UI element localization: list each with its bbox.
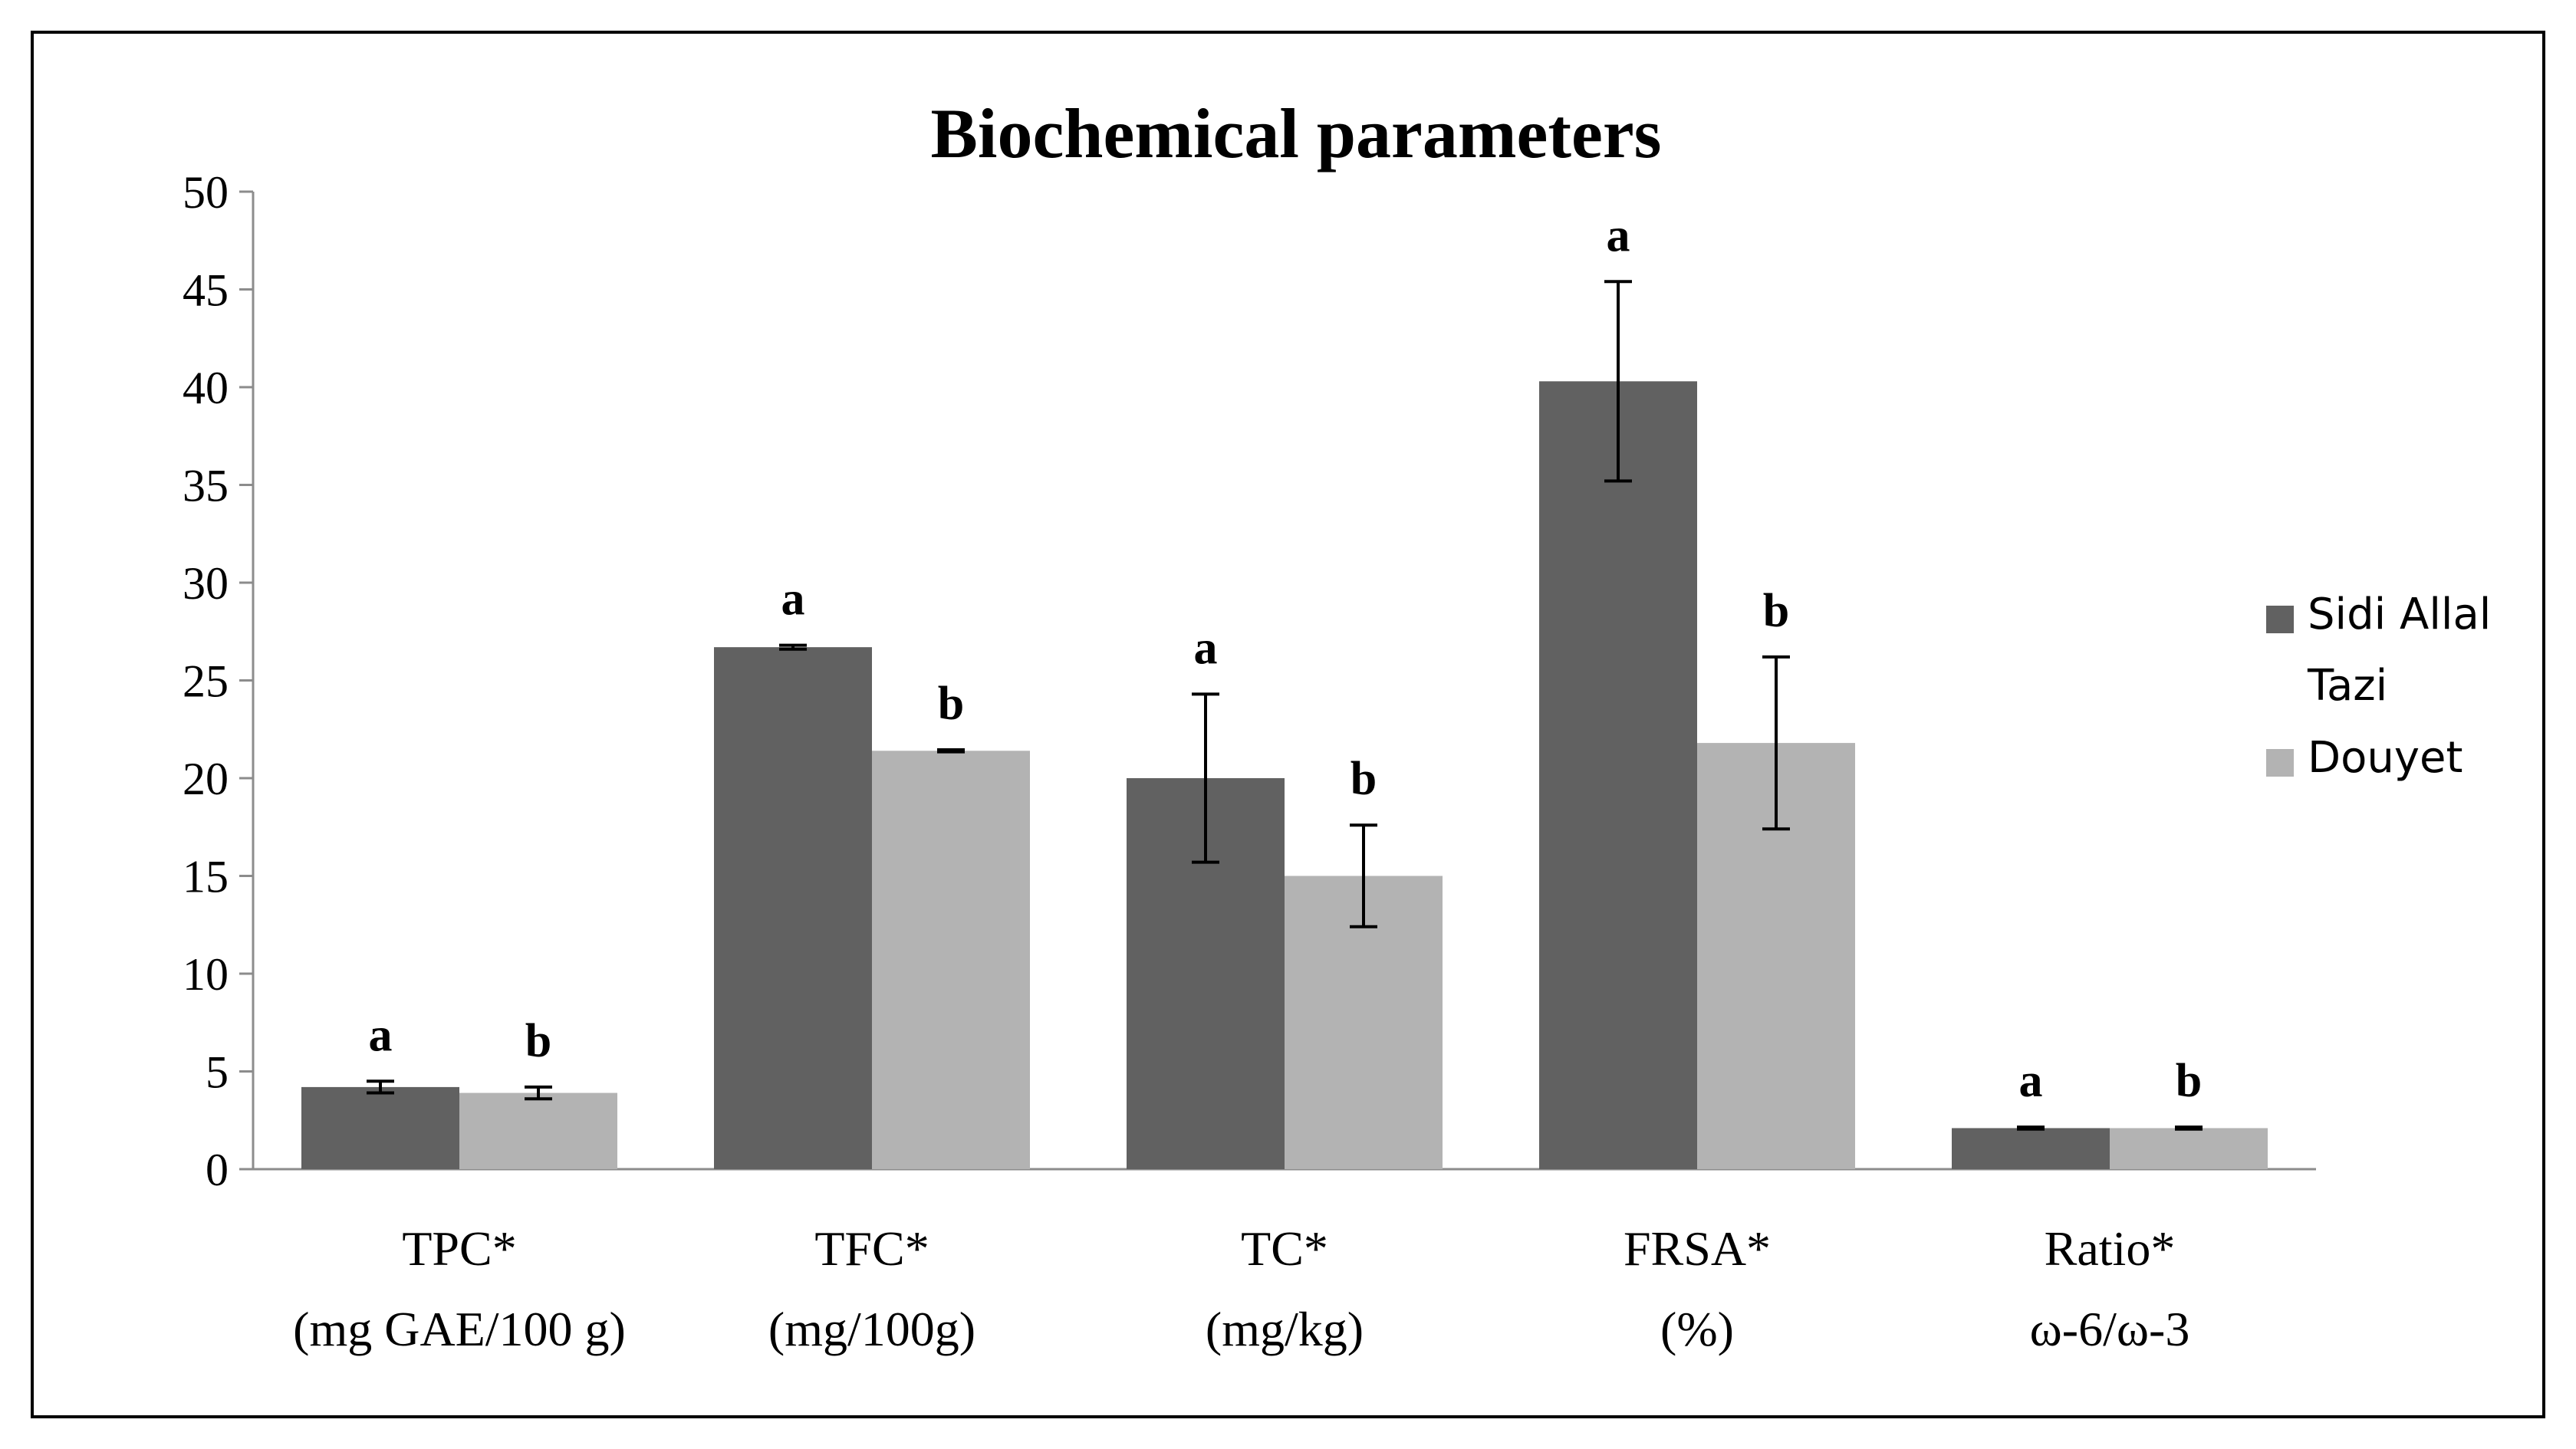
legend-swatch [2266,606,2294,633]
y-tick-label: 25 [183,656,229,707]
significance-letter: b [525,1015,551,1067]
x-tick-sublabel: (%) [1660,1302,1734,1356]
legend: Sidi Allal Tazi Douyet [2266,590,2491,783]
y-tick-label: 40 [183,363,229,413]
bar [1952,1128,2110,1169]
significance-letter: a [781,573,805,626]
chart-frame [31,31,2545,1418]
x-tick-sublabel: ω-6/ω-3 [2030,1302,2190,1356]
y-tick-label: 15 [183,852,229,902]
significance-letter: a [1607,209,1630,261]
significance-letter: b [1351,753,1377,805]
bars: a b a b a b a b a b [301,209,2268,1170]
significance-letter: a [2019,1055,2043,1107]
y-tick-label: 10 [183,949,229,1000]
x-tick-label: Ratio* [2045,1221,2176,1276]
legend-label: Sidi Allal [2308,590,2491,639]
y-tick-label: 50 [183,167,229,218]
legend-swatch [2266,749,2294,777]
legend-label: Douyet [2308,733,2462,783]
bar [714,647,872,1169]
y-tick-label: 35 [183,461,229,511]
x-tick-sublabel: (mg GAE/100 g) [293,1302,626,1356]
bar [459,1092,617,1169]
y-tick-label: 5 [206,1047,229,1098]
significance-letter: b [938,678,964,730]
significance-letter: a [369,1009,393,1061]
x-axis-labels: TPC* (mg GAE/100 g) TFC* (mg/100g) TC* (mg/kg… [293,1221,2189,1356]
y-tick-label: 0 [206,1145,229,1195]
x-tick-label: TPC* [402,1221,516,1276]
bar [1539,381,1697,1170]
bar [2110,1128,2268,1169]
x-tick-sublabel: (mg/kg) [1206,1302,1364,1356]
y-tick-label: 45 [183,265,229,316]
significance-letter: a [1194,622,1218,674]
axes: 0 5 10 15 20 25 30 35 40 45 50 [183,167,2316,1195]
legend-label-continued: Tazi [2307,661,2387,711]
chart-title: Biochemical parameters [931,94,1662,172]
significance-letter: b [2176,1055,2202,1107]
significance-letter: b [1763,585,1789,637]
x-tick-label: TFC* [814,1221,929,1276]
x-tick-label: TC* [1241,1221,1328,1276]
bar [872,751,1030,1169]
y-tick-label: 30 [183,558,229,609]
x-tick-label: FRSA* [1624,1221,1771,1276]
bar [301,1086,459,1169]
y-tick-label: 20 [183,754,229,804]
x-tick-sublabel: (mg/100g) [768,1302,975,1356]
